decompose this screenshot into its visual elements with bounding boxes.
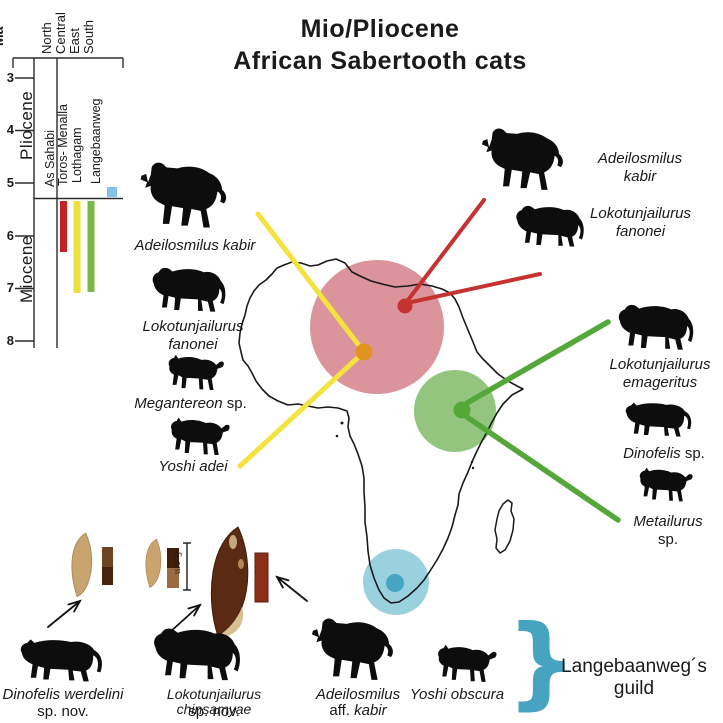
label-fanonei-left: fanonei (168, 336, 218, 353)
fossil-arrows (47, 575, 308, 633)
cat-silhouette-dinofelis-werdelini (20, 639, 102, 682)
locality-dot-orange (355, 343, 373, 361)
label-adeilosmilus-kabir-left: Adeilosmilus kabir (134, 237, 256, 254)
cat-silhouette-yoshi-obscura (438, 644, 497, 682)
figure-title-line1: Mio/Pliocene (300, 15, 460, 43)
column-south: South (81, 20, 96, 54)
island-dot (471, 466, 475, 470)
cat-silhouette-lokotunjailurus-chinsamyae (154, 628, 240, 681)
fossil-canine-tip (218, 607, 244, 637)
africa-outline (238, 258, 524, 604)
label-lokotunjailurus-chinsamyae: Lokotunjailurus chinsamyae (166, 686, 262, 718)
island-dot (335, 434, 339, 438)
tick-6: 6 (6, 228, 14, 243)
range-bar-toros-menalla (73, 201, 81, 293)
pointer-line-red-upper (403, 198, 486, 306)
label-metailurus-sp: sp. (657, 531, 678, 548)
fossil-fragment (167, 548, 179, 568)
cat-silhouette-dinofelis-sp (625, 402, 692, 437)
range-square-langebaanweg (107, 187, 117, 197)
fossil-canine-lokotunjailurus (145, 538, 162, 589)
fossil-fragment (102, 547, 113, 567)
label-kabir-right: kabir (623, 168, 657, 185)
fossil-patch (229, 535, 237, 549)
column-central: Central (53, 12, 68, 54)
guild-label-line1: Langebaanweg´s (561, 656, 707, 677)
fossil-fragment (167, 568, 179, 588)
tick-4: 4 (6, 122, 14, 137)
label-dinofelis-werdelini: Dinofelis werdelini (2, 686, 124, 703)
sabertooth-silhouette-adeilosmilus-kabir-left (140, 162, 227, 228)
site-toros-menalla: Toros- Menalla (56, 104, 70, 186)
locality-dot-blue (386, 574, 404, 592)
label-werdelini-sp-nov: sp. nov. (37, 703, 89, 720)
label-aff-kabir: aff. kabir (329, 702, 387, 719)
pointer-line-yellow-upper (255, 211, 367, 355)
tick-5: 5 (6, 175, 14, 190)
fossil-patch (238, 559, 244, 569)
cat-silhouette-megantereon (168, 354, 224, 390)
timeline-frame (12, 57, 124, 348)
label-emageritus: emageritus (622, 374, 698, 391)
label-dinofelis-sp: Dinofelis sp. (623, 445, 705, 462)
island-dot (470, 460, 474, 464)
scale-bar (183, 542, 191, 591)
pointer-line-yellow-lower (237, 349, 367, 469)
epoch-pliocene: Pliocene (17, 90, 36, 160)
locality-dot-green (453, 401, 471, 419)
fossil-canine-dinofelis-werdelini (71, 532, 93, 598)
sabertooth-silhouette-adeilosmilus-aff-kabir (312, 618, 393, 680)
site-langebaanweg: Langebaanweg (89, 98, 103, 185)
cat-silhouette-lokotunjailurus-emageritus (618, 304, 694, 350)
cat-silhouette-lokotunjailurus-fanonei-left (152, 267, 226, 312)
fossil-fragment (254, 552, 269, 603)
cat-silhouette-yoshi-adei (171, 417, 230, 455)
label-fanonei-right: fanonei (615, 223, 666, 240)
label-adeilosmilus-bottom: Adeilosmilus (315, 686, 401, 703)
guild-brace: } (506, 603, 578, 720)
label-lokotunjailurus-east: Lokotunjailurus (609, 356, 711, 373)
fossil-fragment (102, 567, 113, 585)
ma-axis-label: Ma (0, 26, 6, 46)
pointer-line-green-lower (464, 414, 621, 523)
label-megantereon-sp: Megantereon sp. (134, 395, 247, 412)
tick-8: 8 (6, 333, 14, 348)
site-lothagam: Lothagam (70, 127, 84, 183)
label-adeilosmilus-right: Adeilosmilus (597, 150, 683, 167)
tick-7: 7 (6, 280, 14, 295)
label-metailurus: Metailurus (633, 513, 703, 530)
locality-dot-red (397, 298, 413, 314)
pointer-line-red-lower (405, 272, 542, 305)
tick-3: 3 (6, 70, 14, 85)
sabertooth-silhouette-adeilosmilus-kabir-right (482, 128, 563, 190)
label-chinsamyae-sp-nov: sp. nov. (188, 703, 240, 720)
column-north: North (39, 22, 54, 54)
column-east: East (67, 27, 82, 54)
figure-title-line2: African Sabertooth cats (233, 47, 527, 75)
range-bar-as-sahabi (60, 201, 67, 252)
epoch-miocene: Miocene (17, 235, 36, 303)
label-lokotunjailurus-right: Lokotunjailurus (590, 205, 691, 222)
label-yoshi-adei: Yoshi adei (158, 458, 228, 475)
cat-silhouette-metailurus (639, 467, 693, 502)
guild-label-line2: guild (613, 678, 655, 699)
madagascar-outline (494, 499, 515, 554)
scale-bar-label: 5 cm (172, 552, 183, 575)
range-bar-lothagam (87, 201, 95, 292)
island-dot (340, 421, 344, 425)
label-lokotunjailurus-left: Lokotunjailurus (142, 318, 244, 335)
cat-silhouette-lokotunjailurus-fanonei-right (516, 205, 584, 247)
site-as-sahabi: As Sahabi (43, 130, 57, 187)
label-yoshi-obscura: Yoshi obscura (409, 686, 505, 703)
pointer-line-green-upper (464, 319, 611, 406)
